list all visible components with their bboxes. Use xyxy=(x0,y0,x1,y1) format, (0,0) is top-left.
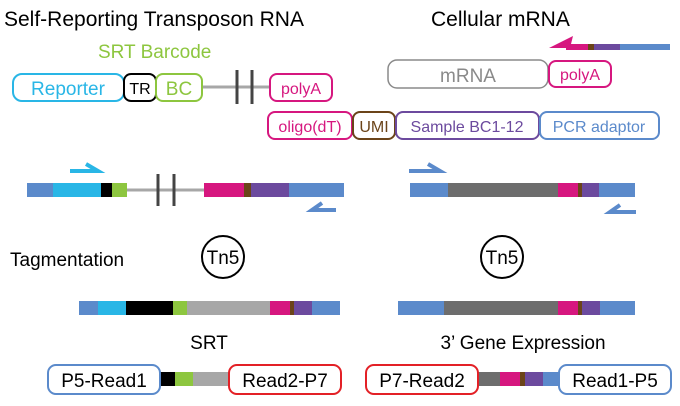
sample-bc-label: Sample BC1-12 xyxy=(411,119,524,136)
capture-primer-polya xyxy=(566,44,588,50)
bc-label: BC xyxy=(166,79,192,100)
srt-frag-adaptor-right xyxy=(312,301,340,315)
srt-frag-bc xyxy=(173,301,187,315)
srt-frag-adaptor-left xyxy=(79,301,98,315)
mrna-cdna-body xyxy=(448,183,558,197)
srt-frag-umi xyxy=(290,301,294,315)
srt-frag-samplebc xyxy=(294,301,312,315)
tn5-label-right: Tn5 xyxy=(486,248,519,269)
bc-box xyxy=(155,73,203,102)
read1-p5-box xyxy=(558,364,672,395)
srt-cdna-bc xyxy=(112,183,127,197)
srt-final-tr xyxy=(160,372,175,386)
ge-final-samplebc xyxy=(525,372,543,386)
p7-read2-label: P7-Read2 xyxy=(379,371,465,392)
mrna-cdna-polya xyxy=(558,183,578,197)
umi-label: UMI xyxy=(359,119,388,136)
mrna-polya-box xyxy=(548,60,612,88)
mrna-frag-adaptor-left xyxy=(398,301,444,315)
mrna-forward-primer-arrow xyxy=(409,162,448,173)
mrna-construct: mRNA polyA xyxy=(387,36,670,89)
mrna-cdna-umi xyxy=(578,183,582,197)
p5-read1-box xyxy=(47,364,161,395)
read2-p7-box xyxy=(228,364,342,395)
read1-p5-label: Read1-P5 xyxy=(572,371,658,392)
srt-reverse-primer-arrow xyxy=(305,201,336,212)
read2-p7-label: Read2-P7 xyxy=(242,371,328,392)
title-srt-rna: Self-Reporting Transposon RNA xyxy=(4,8,304,31)
mrna-cdna-samplebc xyxy=(582,183,599,197)
srt-cdna xyxy=(27,162,344,212)
srt-frag-reporter xyxy=(98,301,126,315)
ge-final-adaptor xyxy=(543,372,559,386)
srt-frag-tr xyxy=(126,301,173,315)
srt-cdna-umi xyxy=(244,183,251,197)
srt-library-label: SRT xyxy=(190,333,228,354)
srt-frag-polya xyxy=(270,301,290,315)
mrna-label: mRNA xyxy=(440,66,496,87)
mrna-frag-samplebc xyxy=(582,301,600,315)
capture-oligo-legend: oligo(dT) UMI Sample BC1-12 PCR adaptor xyxy=(267,111,660,140)
tn5-circle-right xyxy=(480,235,524,279)
p5-read1-label: P5-Read1 xyxy=(61,371,147,392)
srt-cdna-samplebc xyxy=(251,183,289,197)
srt-polya-box xyxy=(269,73,333,102)
tagmentation-label: Tagmentation xyxy=(10,250,124,271)
gene-expression-library-label: 3’ Gene Expression xyxy=(440,333,605,354)
title-cellular-mrna: Cellular mRNA xyxy=(431,8,570,31)
mrna-tagmented-fragment xyxy=(398,301,635,315)
mrna-frag-adaptor-right xyxy=(600,301,635,315)
label-srt-barcode: SRT Barcode xyxy=(98,42,211,63)
capture-primer-samplebc xyxy=(594,44,620,50)
srt-construct: Reporter TR BC polyA xyxy=(12,70,333,104)
mrna-reverse-primer-arrow xyxy=(603,203,636,214)
srt-final-linker xyxy=(193,372,229,386)
tn5-label-left: Tn5 xyxy=(207,248,240,269)
mrna-cdna-adaptor-left xyxy=(410,183,448,197)
mrna-cdna xyxy=(409,162,636,214)
srt-cdna-polya xyxy=(204,183,244,197)
pcr-adaptor-box xyxy=(539,111,660,140)
tn5-circle-left xyxy=(201,235,245,279)
mrna-polya-label: polyA xyxy=(560,67,600,84)
srt-cdna-tr xyxy=(101,183,112,197)
capture-primer-arrowhead xyxy=(549,36,573,48)
tr-label: TR xyxy=(129,81,150,98)
srt-final-library: P5-Read1 Read2-P7 xyxy=(47,364,342,395)
srt-tagmented-fragment xyxy=(79,301,340,315)
reporter-label: Reporter xyxy=(31,79,106,100)
mrna-frag-body xyxy=(444,301,558,315)
ge-final-umi xyxy=(520,372,525,386)
ge-final-polya xyxy=(500,372,520,386)
p7-read2-box xyxy=(365,364,479,395)
capture-primer-umi xyxy=(588,44,594,50)
mrna-frag-umi xyxy=(578,301,582,315)
srt-cdna-adaptor-left xyxy=(27,183,53,197)
srt-forward-primer-arrow xyxy=(70,162,106,173)
srt-cdna-reporter xyxy=(53,183,101,197)
srt-final-bc xyxy=(175,372,193,386)
capture-primer-adaptor xyxy=(620,44,670,50)
mrna-cdna-adaptor-right xyxy=(599,183,635,197)
srt-frag-linker xyxy=(187,301,270,315)
ge-final-body xyxy=(478,372,500,386)
srt-cdna-adaptor-right xyxy=(289,183,344,197)
ge-final-library: P7-Read2 Read1-P5 xyxy=(365,364,672,395)
mrna-frag-polya xyxy=(558,301,578,315)
srt-polya-label: polyA xyxy=(281,81,321,98)
oligo-dt-label: oligo(dT) xyxy=(278,119,341,136)
pcr-adaptor-label: PCR adaptor xyxy=(553,119,646,136)
